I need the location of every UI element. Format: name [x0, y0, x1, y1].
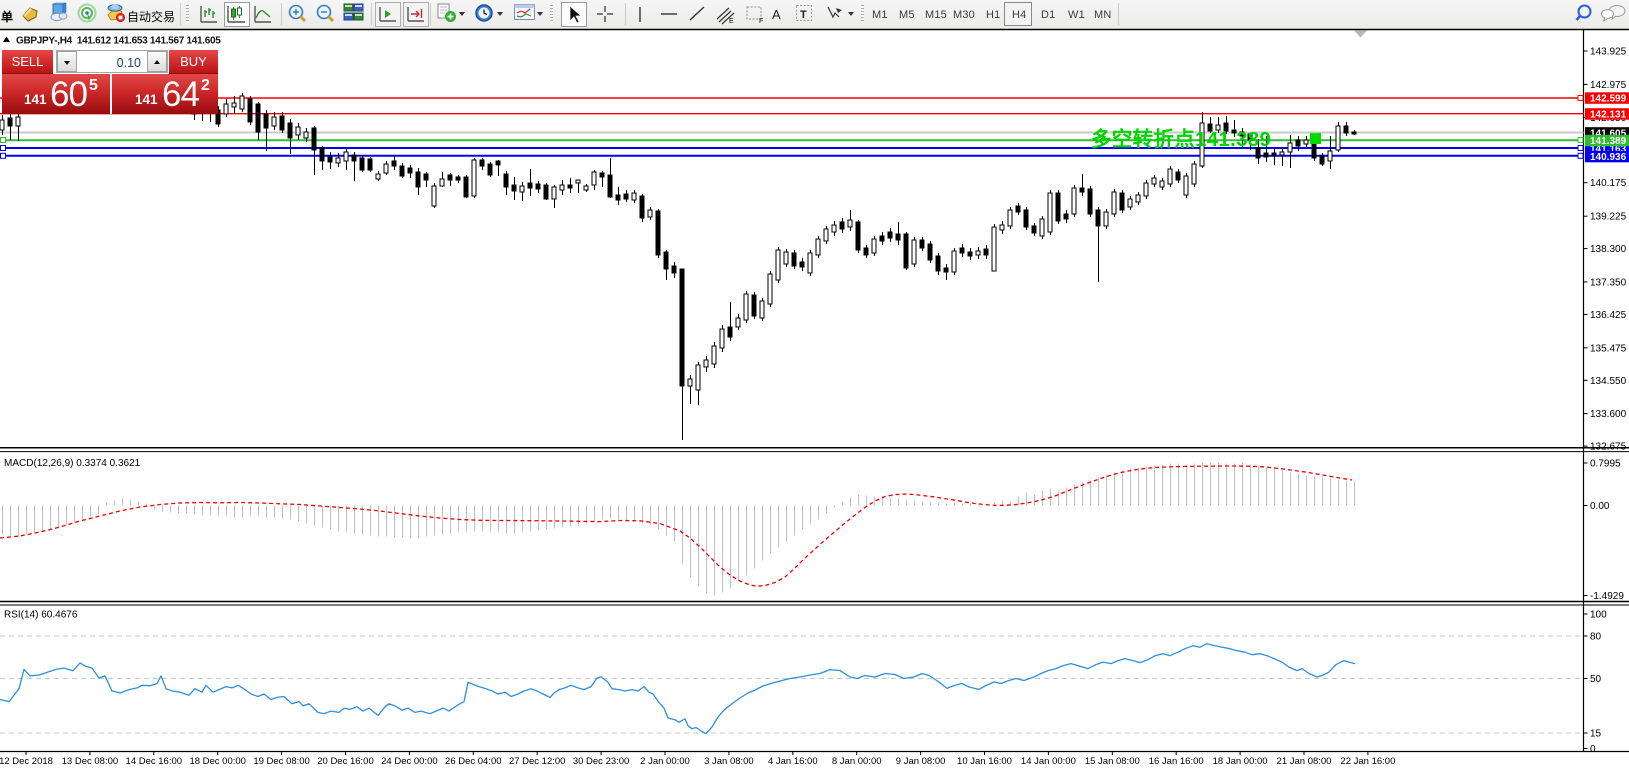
svg-text:142.975: 142.975	[1590, 80, 1627, 91]
svg-text:0: 0	[1590, 744, 1596, 755]
svg-text:A: A	[772, 7, 781, 22]
svg-text:2 Jan 00:00: 2 Jan 00:00	[640, 756, 690, 767]
svg-text:140.175: 140.175	[1590, 178, 1627, 189]
svg-text:141.163: 141.163	[1590, 144, 1627, 155]
svg-text:18 Jan 00:00: 18 Jan 00:00	[1213, 756, 1268, 767]
svg-text:13 Dec 08:00: 13 Dec 08:00	[62, 756, 119, 767]
svg-text:142.131: 142.131	[1590, 109, 1627, 120]
svg-text:9 Jan 08:00: 9 Jan 08:00	[896, 756, 946, 767]
svg-text:21 Jan 08:00: 21 Jan 08:00	[1277, 756, 1332, 767]
svg-text:多空转折点141.389: 多空转折点141.389	[1091, 127, 1271, 151]
svg-text:132.675: 132.675	[1590, 442, 1627, 453]
svg-text:135.475: 135.475	[1590, 343, 1627, 354]
svg-text:27 Dec 12:00: 27 Dec 12:00	[509, 756, 566, 767]
svg-text:MACD(12,26,9) 0.3374 0.3621: MACD(12,26,9) 0.3374 0.3621	[4, 458, 141, 469]
svg-text:100: 100	[1590, 610, 1607, 621]
svg-text:GBPJPY-,H4 141.612 141.653 14: GBPJPY-,H4 141.612 141.653 141.567 141.6…	[16, 36, 221, 47]
svg-text:24 Dec 00:00: 24 Dec 00:00	[381, 756, 438, 767]
svg-text:0.7995: 0.7995	[1590, 459, 1621, 470]
svg-text:14 Jan 00:00: 14 Jan 00:00	[1021, 756, 1076, 767]
svg-text:134.550: 134.550	[1590, 376, 1627, 387]
svg-text:0.00: 0.00	[1590, 501, 1610, 512]
svg-text:19 Dec 08:00: 19 Dec 08:00	[253, 756, 310, 767]
svg-text:3 Jan 08:00: 3 Jan 08:00	[704, 756, 754, 767]
svg-text:8 Jan 00:00: 8 Jan 00:00	[832, 756, 882, 767]
svg-text:50: 50	[1590, 674, 1602, 685]
svg-text:80: 80	[1590, 632, 1602, 643]
svg-text:15 Jan 08:00: 15 Jan 08:00	[1085, 756, 1140, 767]
svg-text:15: 15	[1590, 729, 1602, 740]
svg-text:26 Dec 04:00: 26 Dec 04:00	[445, 756, 502, 767]
svg-text:143.925: 143.925	[1590, 47, 1627, 58]
svg-text:E: E	[729, 18, 734, 25]
svg-text:14 Dec 16:00: 14 Dec 16:00	[126, 756, 183, 767]
svg-text:30 Dec 23:00: 30 Dec 23:00	[573, 756, 630, 767]
svg-text:16 Jan 16:00: 16 Jan 16:00	[1149, 756, 1204, 767]
svg-text:10 Jan 16:00: 10 Jan 16:00	[957, 756, 1012, 767]
svg-text:133.600: 133.600	[1590, 409, 1627, 420]
svg-text:136.425: 136.425	[1590, 310, 1627, 321]
svg-text:4 Jan 16:00: 4 Jan 16:00	[768, 756, 818, 767]
svg-text:142.599: 142.599	[1590, 94, 1627, 105]
svg-text:139.225: 139.225	[1590, 212, 1627, 223]
svg-text:T: T	[800, 9, 807, 21]
svg-text:141.605: 141.605	[1590, 128, 1627, 139]
svg-text:-1.4929: -1.4929	[1590, 591, 1624, 602]
svg-text:12 Dec 2018: 12 Dec 2018	[0, 756, 53, 767]
svg-text:22 Jan 16:00: 22 Jan 16:00	[1340, 756, 1395, 767]
svg-text:141.389: 141.389	[1590, 136, 1627, 147]
svg-text:20 Dec 16:00: 20 Dec 16:00	[317, 756, 374, 767]
svg-text:18 Dec 00:00: 18 Dec 00:00	[189, 756, 246, 767]
svg-text:138.300: 138.300	[1590, 244, 1627, 255]
svg-text:F: F	[759, 18, 763, 25]
svg-text:140.936: 140.936	[1590, 152, 1627, 163]
svg-text:RSI(14) 60.4676: RSI(14) 60.4676	[4, 610, 78, 621]
svg-text:137.350: 137.350	[1590, 277, 1627, 288]
